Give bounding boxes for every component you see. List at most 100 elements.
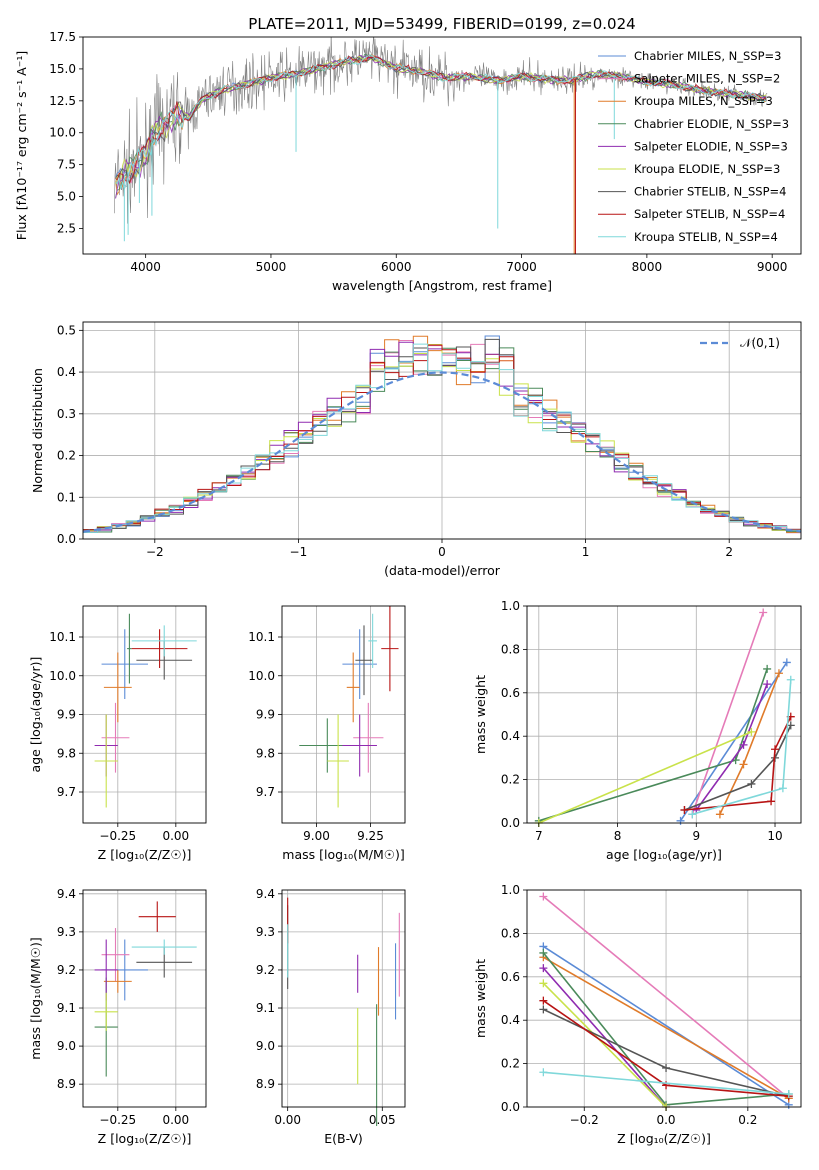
legend-entry: Chabrier STELIB, N_SSP=4 xyxy=(634,185,786,199)
x-tick-label: −2 xyxy=(146,545,164,559)
y-tick-label: 8.9 xyxy=(57,1077,76,1091)
x-tick-label: 10 xyxy=(767,829,782,843)
x-tick-label: 7000 xyxy=(506,260,537,274)
data-point-marker xyxy=(771,745,780,754)
data-point-marker xyxy=(759,608,768,617)
x-axis-label: mass [log₁₀(M/M☉)] xyxy=(282,847,404,862)
y-tick-label: 10.1 xyxy=(49,630,76,644)
legend-entry: Salpeter MILES, N_SSP=2 xyxy=(634,72,780,86)
x-tick-label: 0.00 xyxy=(162,1113,189,1127)
x-axis-label: age [log₁₀(age/yr)] xyxy=(606,847,722,862)
y-tick-label: 0.3 xyxy=(57,407,76,421)
y-tick-label: 0.2 xyxy=(501,773,520,787)
gaussian-reference-curve xyxy=(82,371,802,533)
x-tick-label: 9 xyxy=(692,829,700,843)
y-tick-label: 0.6 xyxy=(501,970,520,984)
legend-entry: Kroupa STELIB, N_SSP=4 xyxy=(634,230,778,244)
y-tick-label: 9.1 xyxy=(256,1001,275,1015)
mass-weight-line xyxy=(543,956,790,1099)
axes-frame xyxy=(82,321,802,540)
x-tick-label: 2 xyxy=(725,545,733,559)
y-tick-label: 0.4 xyxy=(501,729,520,743)
histogram-step-line xyxy=(83,344,801,531)
y-tick-label: 7.5 xyxy=(57,158,76,172)
axes-frame xyxy=(82,889,207,1108)
x-axis-label: Z [log₁₀(Z/Z☉)] xyxy=(98,847,192,862)
x-tick-label: 0.00 xyxy=(162,829,189,843)
y-tick-label: 9.7 xyxy=(256,785,275,799)
legend-entry: Chabrier MILES, N_SSP=3 xyxy=(634,49,781,63)
legend-entry: Kroupa ELODIE, N_SSP=3 xyxy=(634,162,780,176)
y-tick-label: 1.0 xyxy=(501,599,520,613)
mass-weight-line xyxy=(679,661,788,822)
x-tick-label: 9.00 xyxy=(303,829,330,843)
y-tick-label: 0.2 xyxy=(57,449,76,463)
data-point-marker xyxy=(539,1068,548,1077)
y-axis-label: age [log₁₀(age/yr)] xyxy=(28,657,43,773)
spectrum-plot xyxy=(114,37,768,254)
data-point-marker xyxy=(539,892,548,901)
y-tick-label: 0.6 xyxy=(501,686,520,700)
y-tick-label: 10.0 xyxy=(49,669,76,683)
x-tick-label: −0.25 xyxy=(99,829,136,843)
x-tick-label: 0 xyxy=(438,545,446,559)
x-tick-label: 9000 xyxy=(757,260,788,274)
mass-weight-line xyxy=(542,982,667,1108)
data-point-marker xyxy=(662,1063,671,1072)
mass-weight-line xyxy=(542,945,790,1106)
y-tick-label: 0.0 xyxy=(501,816,520,830)
model-spectrum-line xyxy=(115,53,767,198)
x-tick-label: 8 xyxy=(614,829,622,843)
data-point-marker xyxy=(786,675,795,684)
x-tick-label: 0.2 xyxy=(738,1113,757,1127)
y-tick-label: 9.0 xyxy=(256,1039,275,1053)
axes-frame xyxy=(526,889,802,1108)
y-tick-label: 17.5 xyxy=(49,30,76,44)
data-point-marker xyxy=(739,740,748,749)
data-point-marker xyxy=(688,810,697,819)
data-point-marker xyxy=(680,805,689,814)
data-point-marker xyxy=(747,779,756,788)
y-tick-label: 8.9 xyxy=(256,1077,275,1091)
x-axis-label: wavelength [Angstrom, rest frame] xyxy=(332,278,552,293)
mass-weight-line xyxy=(538,731,752,824)
mass-weight-line xyxy=(691,612,764,815)
y-tick-label: 9.0 xyxy=(57,1039,76,1053)
data-point-marker xyxy=(763,664,772,673)
y-tick-label: 5.0 xyxy=(57,190,76,204)
x-tick-label: 1 xyxy=(582,545,590,559)
legend-entry: Salpeter STELIB, N_SSP=4 xyxy=(634,207,785,221)
data-point-marker xyxy=(782,658,791,667)
y-tick-label: 9.1 xyxy=(57,1001,76,1015)
data-point-marker xyxy=(767,797,776,806)
x-axis-label: E(B-V) xyxy=(324,1131,363,1146)
x-tick-label: 5000 xyxy=(256,260,287,274)
axes-frame xyxy=(281,889,406,1108)
histogram-step-line xyxy=(83,343,801,533)
y-tick-label: 10.0 xyxy=(49,126,76,140)
y-tick-label: 2.5 xyxy=(57,221,76,235)
y-tick-label: 9.2 xyxy=(256,963,275,977)
axes-frame xyxy=(526,605,802,824)
legend-entry: Chabrier ELODIE, N_SSP=3 xyxy=(634,117,789,131)
x-tick-label: 7 xyxy=(535,829,543,843)
mass-weight-line xyxy=(684,725,792,811)
y-tick-label: 0.0 xyxy=(501,1100,520,1114)
y-axis-label: mass weight xyxy=(473,675,488,754)
data-point-marker xyxy=(539,948,548,957)
x-tick-label: −0.25 xyxy=(99,1113,136,1127)
y-tick-label: 15.0 xyxy=(49,62,76,76)
y-tick-label: 0.1 xyxy=(57,490,76,504)
y-tick-label: 9.3 xyxy=(256,925,275,939)
y-tick-label: 9.9 xyxy=(256,708,275,722)
x-tick-label: −0.2 xyxy=(570,1113,599,1127)
x-axis-label: Z [log₁₀(Z/Z☉)] xyxy=(617,1131,711,1146)
y-tick-label: 9.9 xyxy=(57,708,76,722)
data-point-marker xyxy=(539,996,548,1005)
mass-weight-line xyxy=(684,716,792,811)
data-point-marker xyxy=(763,680,772,689)
y-tick-label: 9.4 xyxy=(57,887,76,901)
y-tick-label: 1.0 xyxy=(501,883,520,897)
y-tick-label: 9.8 xyxy=(256,746,275,760)
